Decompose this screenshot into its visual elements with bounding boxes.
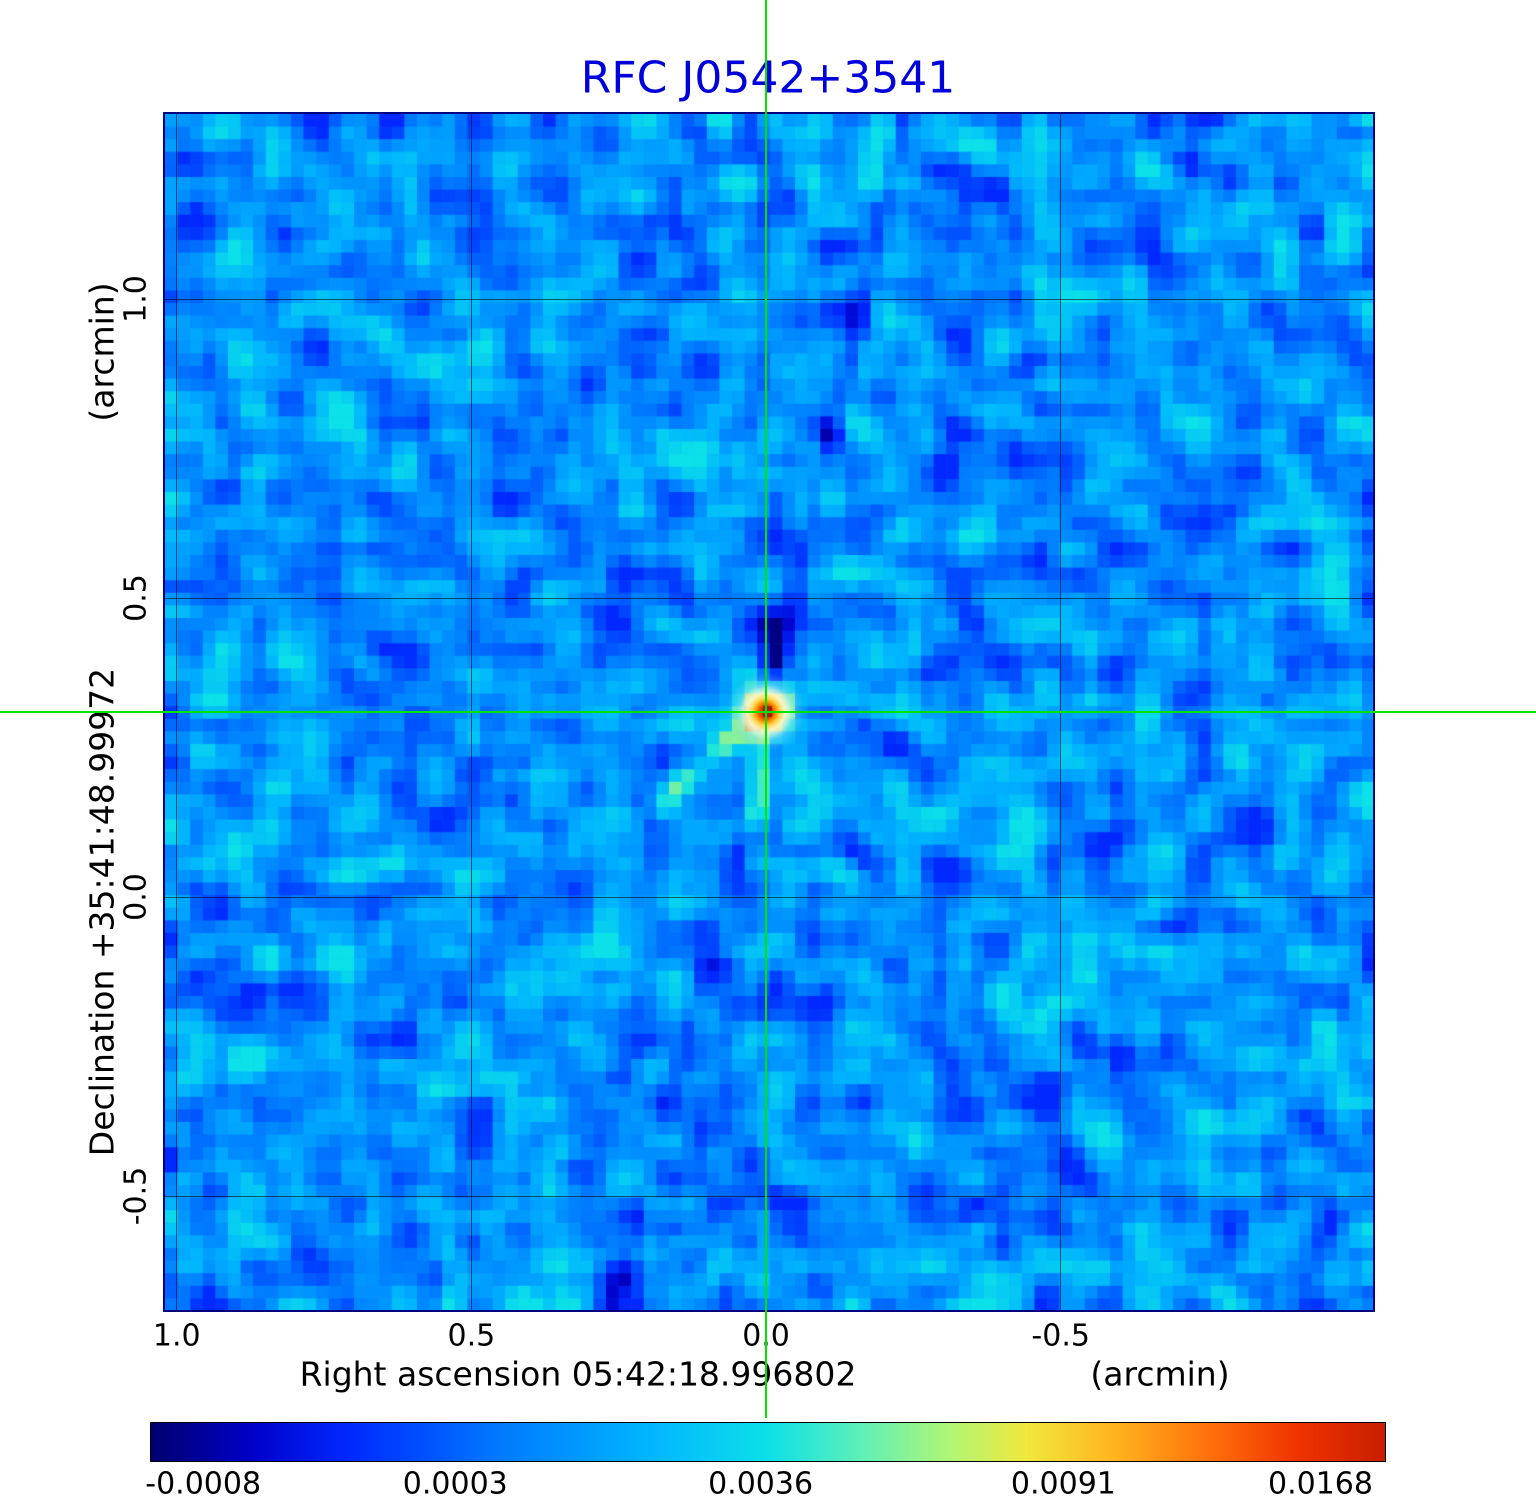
x-axis-unit-label: (arcmin) [1090, 1354, 1230, 1394]
colorbar-tick-label: 0.0003 [402, 1466, 508, 1502]
colorbar-tick-label: -0.0008 [145, 1466, 262, 1502]
plot-title: RFC J0542+3541 [580, 52, 956, 104]
x-axis-label: Right ascension 05:42:18.996802 [299, 1354, 857, 1394]
grid-line-y [165, 896, 1373, 898]
grid-line-y [165, 298, 1373, 300]
colorbar [150, 1422, 1386, 1462]
grid-line-y [165, 597, 1373, 599]
y-axis-label: Declination +35:41:48.99972 [82, 667, 122, 1157]
colorbar-tick-label: 0.0036 [708, 1466, 814, 1502]
crosshair-vertical [765, 0, 768, 1418]
x-tick-label: 0.5 [447, 1318, 496, 1354]
y-tick-label: 0.0 [118, 873, 154, 922]
y-tick-label: 1.0 [118, 275, 154, 324]
colorbar-gradient [151, 1423, 1385, 1461]
crosshair-horizontal [0, 711, 1536, 713]
y-tick-label: -0.5 [118, 1167, 154, 1226]
colorbar-tick-label: 0.0091 [1010, 1466, 1116, 1502]
y-axis-unit-label: (arcmin) [82, 282, 122, 422]
grid-line-y [165, 1195, 1373, 1197]
x-tick-label: -0.5 [1031, 1318, 1090, 1354]
y-tick-label: 0.5 [118, 574, 154, 623]
colorbar-tick-label: 0.0168 [1267, 1466, 1373, 1502]
x-tick-label: 1.0 [152, 1318, 201, 1354]
